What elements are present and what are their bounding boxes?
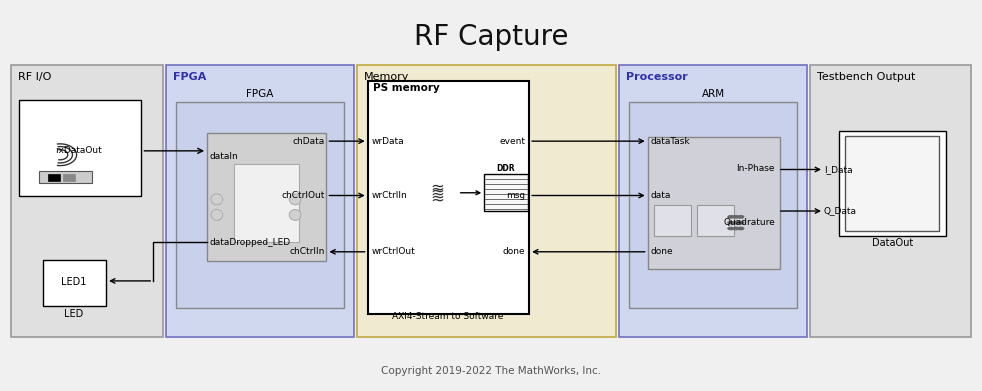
Bar	[176, 102, 344, 308]
Text: wrCtrlOut: wrCtrlOut	[371, 247, 415, 256]
Bar	[38, 171, 92, 183]
Bar	[367, 81, 529, 314]
Circle shape	[728, 216, 734, 218]
Bar	[654, 205, 690, 236]
Circle shape	[733, 222, 738, 224]
Text: msg: msg	[506, 191, 525, 200]
Bar	[48, 174, 60, 181]
Text: DataOut: DataOut	[872, 238, 913, 248]
Bar	[839, 131, 947, 236]
Text: LED: LED	[64, 309, 83, 319]
Circle shape	[728, 227, 734, 230]
Circle shape	[733, 227, 738, 230]
Text: DDR: DDR	[496, 164, 515, 173]
Text: ≈: ≈	[430, 184, 444, 202]
Text: dataIn: dataIn	[210, 152, 239, 161]
Text: chCtrlOut: chCtrlOut	[281, 191, 324, 200]
Bar	[846, 136, 940, 231]
Text: Memory: Memory	[363, 72, 409, 83]
Bar	[620, 65, 807, 337]
Text: AXI4-Stream to Software: AXI4-Stream to Software	[392, 312, 504, 321]
Text: I_Data: I_Data	[824, 165, 852, 174]
Text: Processor: Processor	[627, 72, 687, 83]
Text: data: data	[651, 191, 671, 200]
Text: Copyright 2019-2022 The MathWorks, Inc.: Copyright 2019-2022 The MathWorks, Inc.	[381, 366, 601, 376]
Text: RF I/O: RF I/O	[18, 72, 51, 83]
Text: PS memory: PS memory	[373, 83, 440, 93]
Bar	[11, 65, 163, 337]
Text: ≈: ≈	[430, 179, 444, 197]
Text: chData: chData	[293, 136, 324, 146]
Text: done: done	[503, 247, 525, 256]
Text: ≈: ≈	[430, 189, 444, 207]
Circle shape	[737, 222, 743, 224]
Bar	[629, 102, 797, 308]
Text: rxDataOut: rxDataOut	[56, 146, 102, 155]
Ellipse shape	[211, 210, 223, 221]
Text: LED1: LED1	[61, 277, 86, 287]
Bar	[484, 174, 528, 211]
Text: ARM: ARM	[702, 89, 725, 99]
Text: Quadrature: Quadrature	[723, 218, 775, 227]
Text: chCtrlIn: chCtrlIn	[289, 247, 324, 256]
Text: In-Phase: In-Phase	[736, 164, 775, 173]
Bar	[42, 260, 106, 306]
Bar	[207, 133, 326, 262]
Circle shape	[737, 227, 743, 230]
Text: done: done	[651, 247, 674, 256]
Bar	[356, 65, 617, 337]
Circle shape	[728, 222, 734, 224]
Ellipse shape	[290, 194, 301, 205]
Bar	[696, 205, 734, 236]
Text: Testbench Output: Testbench Output	[817, 72, 915, 83]
Ellipse shape	[290, 210, 301, 221]
Ellipse shape	[211, 194, 223, 205]
Bar	[810, 65, 971, 337]
Bar	[166, 65, 354, 337]
Bar	[235, 165, 300, 242]
Bar	[648, 137, 780, 269]
Text: event: event	[499, 136, 525, 146]
Text: Q_Data: Q_Data	[824, 206, 857, 215]
Circle shape	[733, 216, 738, 218]
Text: RF Capture: RF Capture	[413, 23, 569, 51]
Text: wrCtrlIn: wrCtrlIn	[371, 191, 408, 200]
Bar	[19, 100, 141, 196]
Text: FPGA: FPGA	[246, 89, 274, 99]
Text: wrData: wrData	[371, 136, 405, 146]
Bar	[63, 174, 75, 181]
Text: dataDropped_LED: dataDropped_LED	[210, 238, 291, 247]
Text: FPGA: FPGA	[173, 72, 206, 83]
Circle shape	[737, 216, 743, 218]
Text: dataTask: dataTask	[651, 136, 690, 146]
